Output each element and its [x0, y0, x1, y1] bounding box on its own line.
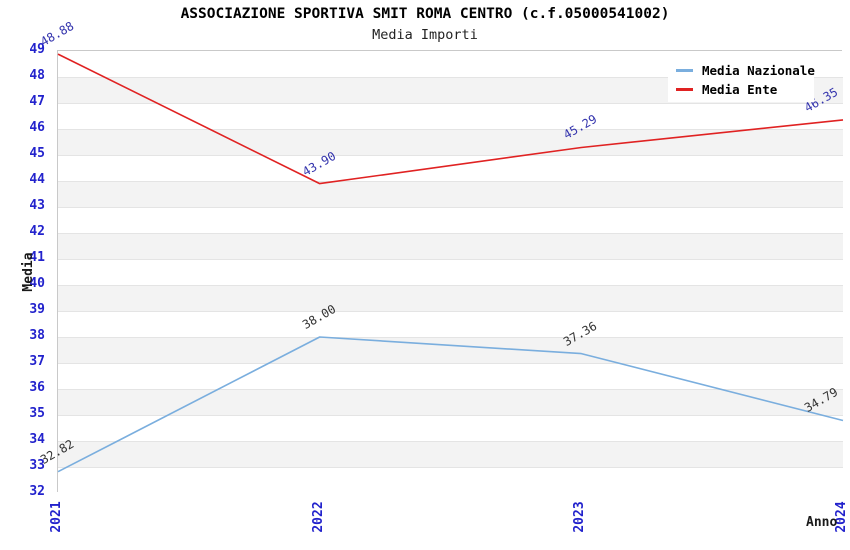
gridline: [58, 336, 843, 338]
plot-band: [58, 311, 843, 337]
gridline: [58, 388, 843, 390]
y-tick-label: 42: [29, 224, 45, 239]
plot-band: [58, 103, 843, 129]
plot-band: [58, 155, 843, 181]
plot-band: [58, 363, 843, 389]
y-tick-label: 34: [29, 432, 45, 447]
x-axis-title: Anno: [806, 515, 838, 530]
y-tick-label: 38: [29, 328, 45, 343]
plot-band: [58, 233, 843, 259]
gridline: [58, 102, 843, 104]
plot-band: [58, 207, 843, 233]
gridline: [58, 310, 843, 312]
y-tick-label: 41: [29, 250, 45, 265]
y-tick-label: 49: [29, 42, 45, 57]
media-nazionale-line: [57, 336, 844, 473]
chart-subtitle: Media Importi: [372, 27, 478, 43]
y-tick-label: 37: [29, 354, 45, 369]
gridline: [58, 206, 843, 208]
gridline: [58, 414, 843, 416]
series-lines-svg: [57, 53, 844, 473]
legend-label: Media Nazionale: [702, 63, 815, 78]
plot-band: [58, 259, 843, 285]
gridline: [58, 466, 843, 468]
plot-band: [58, 285, 843, 311]
y-tick-label: 45: [29, 146, 45, 161]
legend-label: Media Ente: [702, 82, 778, 97]
y-tick-label: 36: [29, 380, 45, 395]
y-tick-label: 32: [29, 484, 45, 499]
plot-band: [58, 389, 843, 415]
gridline: [58, 284, 843, 286]
media-ente-line-swatch: [676, 88, 693, 91]
y-tick-label: 44: [29, 172, 45, 187]
y-tick-label: 35: [29, 406, 45, 421]
y-tick-label: 40: [29, 276, 45, 291]
y-tick-label: 39: [29, 302, 45, 317]
gridline: [58, 440, 843, 442]
media-nazionale-line-swatch: [676, 69, 693, 72]
y-axis-title: Media: [21, 252, 36, 292]
gridline: [58, 154, 843, 156]
plot-area: 32.82 38.00 37.36 34.79 48.88 43.90 45.29 46.35: [38, 19, 844, 493]
chart-title: ASSOCIAZIONE SPORTIVA SMIT ROMA CENTRO (…: [180, 6, 670, 22]
gridline: [58, 76, 843, 78]
legend-item-media-nazionale: Media Nazionale: [676, 61, 815, 80]
x-tick-label: 2022: [310, 501, 326, 533]
gridline: [58, 258, 843, 260]
plot-band: [58, 467, 843, 493]
gridline: [58, 232, 843, 234]
x-tick-label: 2023: [572, 501, 588, 533]
gridline: [58, 180, 843, 182]
y-tick-label: 48: [29, 68, 45, 83]
legend: Media Nazionale Media Ente: [668, 57, 815, 102]
y-tick-label: 43: [29, 198, 45, 213]
y-tick-label: 47: [29, 94, 45, 109]
gridline: [58, 362, 843, 364]
media-ente-line: [57, 53, 844, 185]
plot-band: [58, 415, 843, 441]
plot-band: [58, 181, 843, 207]
plot-band: [58, 337, 843, 363]
gridline: [58, 128, 843, 130]
y-tick-label: 46: [29, 120, 45, 135]
legend-item-media-ente: Media Ente: [676, 80, 814, 99]
plot-band: [58, 441, 843, 467]
y-tick-label: 33: [29, 458, 45, 473]
x-tick-label: 2021: [49, 501, 64, 533]
